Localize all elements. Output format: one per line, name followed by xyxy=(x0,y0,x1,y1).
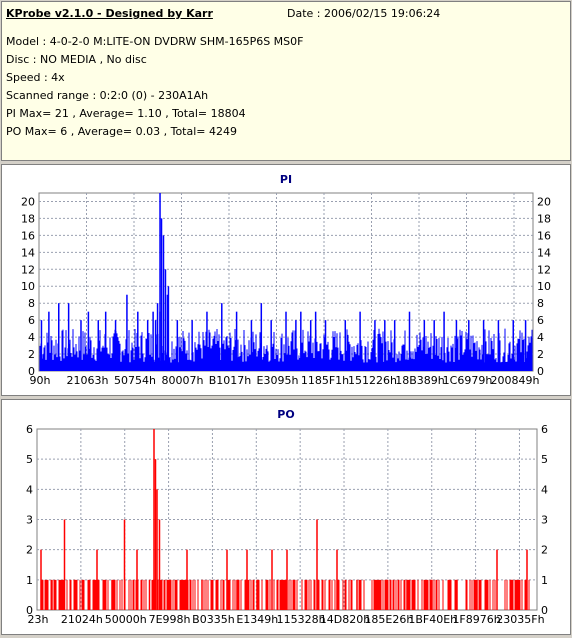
po-ytick-left: 3 xyxy=(26,514,33,527)
pi-ytick-right: 0 xyxy=(537,365,544,378)
po-xtick-label: 185E26h xyxy=(364,613,413,626)
model-line: Model : 4-0-2-0 M:LITE-ON DVDRW SHM-165P… xyxy=(6,35,304,48)
pi-bars xyxy=(39,193,533,371)
po-ytick-right: 4 xyxy=(541,483,548,496)
disc-line: Disc : NO MEDIA , No disc xyxy=(6,53,147,66)
pi-ytick-left: 16 xyxy=(21,229,35,242)
scanned-range-line: Scanned range : 0:2:0 (0) - 230A1Ah xyxy=(6,89,209,102)
po-ytick-left: 1 xyxy=(26,574,33,587)
po-ytick-left: 2 xyxy=(26,544,33,557)
pi-ytick-left: 18 xyxy=(21,212,35,225)
pi-ytick-left: 12 xyxy=(21,263,35,276)
po-ytick-right: 5 xyxy=(541,453,548,466)
app-title: KProbe v2.1.0 - Designed by Karr xyxy=(6,7,213,20)
pi-ytick-right: 8 xyxy=(537,297,544,310)
po-xtick-label: 115328h xyxy=(277,613,326,626)
pi-summary-line: PI Max= 21 , Average= 1.10 , Total= 1880… xyxy=(6,107,246,120)
pi-ytick-left: 6 xyxy=(28,314,35,327)
pi-ytick-left: 20 xyxy=(21,195,35,208)
po-summary-line: PO Max= 6 , Average= 0.03 , Total= 4249 xyxy=(6,125,237,138)
po-chart-panel: PO 0 0 1 1 2 2 3 3 4 4 5 5 6 6 23h 21024h 50000h 7E998h B03… xyxy=(1,399,571,635)
pi-ytick-left: 8 xyxy=(28,297,35,310)
info-panel: KProbe v2.1.0 - Designed by Karr Date : … xyxy=(1,1,571,161)
speed-line: Speed : 4x xyxy=(6,71,65,84)
pi-xtick-label: 1185F1h xyxy=(301,374,349,387)
pi-ytick-right: 20 xyxy=(537,195,551,208)
pi-ytick-left: 10 xyxy=(21,280,35,293)
po-xtick-label: 23h xyxy=(28,613,49,626)
pi-ytick-right: 10 xyxy=(537,280,551,293)
pi-ytick-right: 4 xyxy=(537,331,544,344)
pi-ytick-left: 2 xyxy=(28,348,35,361)
po-ytick-right: 0 xyxy=(541,604,548,617)
pi-xtick-label: 1C6979h xyxy=(443,374,493,387)
po-ytick-right: 6 xyxy=(541,423,548,436)
pi-ytick-left: 4 xyxy=(28,331,35,344)
pi-xtick-label: 200849h xyxy=(491,374,540,387)
po-ytick-right: 1 xyxy=(541,574,548,587)
pi-ytick-right: 12 xyxy=(537,263,551,276)
pi-ytick-right: 2 xyxy=(537,348,544,361)
po-xtick-label: 50000h xyxy=(105,613,147,626)
pi-xtick-label: B1017h xyxy=(209,374,252,387)
po-chart: PO 0 0 1 1 2 2 3 3 4 4 5 5 6 6 23h 21024h 50000h 7E998h B03… xyxy=(26,408,548,626)
pi-chart: PI 0 0 2 2 4 4 6 6 8 8 10 10 12 12 14 14 16 16 18 18 20 20 90h 2… xyxy=(21,173,551,387)
po-xtick-label: B0335h xyxy=(192,613,235,626)
pi-ytick-right: 14 xyxy=(537,246,551,259)
po-ytick-left: 6 xyxy=(26,423,33,436)
po-ytick-right: 2 xyxy=(541,544,548,557)
pi-ytick-right: 16 xyxy=(537,229,551,242)
scan-date: Date : 2006/02/15 19:06:24 xyxy=(287,7,441,20)
pi-xtick-label: 90h xyxy=(30,374,51,387)
pi-title: PI xyxy=(280,173,292,186)
pi-chart-panel: PI 0 0 2 2 4 4 6 6 8 8 10 10 12 12 14 14 16 16 18 18 20 20 90h 2… xyxy=(1,164,571,396)
pi-ytick-left: 0 xyxy=(28,365,35,378)
pi-ytick-right: 18 xyxy=(537,212,551,225)
po-ytick-left: 0 xyxy=(26,604,33,617)
po-xtick-label: 1F8976h xyxy=(452,613,500,626)
pi-xtick-label: 151226h xyxy=(348,374,397,387)
po-xtick-label: 7E998h xyxy=(149,613,191,626)
po-title: PO xyxy=(277,408,294,421)
po-xtick-label: 14D820h xyxy=(320,613,370,626)
po-ytick-right: 3 xyxy=(541,514,548,527)
pi-ytick-right: 6 xyxy=(537,314,544,327)
po-bars xyxy=(40,429,530,610)
po-xtick-label: 1BF40Eh xyxy=(408,613,457,626)
pi-xtick-label: 18B389h xyxy=(395,374,445,387)
po-ytick-left: 5 xyxy=(26,453,33,466)
pi-ytick-left: 14 xyxy=(21,246,35,259)
po-ytick-left: 4 xyxy=(26,483,33,496)
pi-xtick-label: E3095h xyxy=(257,374,299,387)
po-xtick-label: 21024h xyxy=(61,613,103,626)
pi-xtick-label: 80007h xyxy=(162,374,204,387)
pi-xtick-label: 21063h xyxy=(67,374,109,387)
pi-xtick-label: 50754h xyxy=(114,374,156,387)
po-xtick-label: 23035Fh xyxy=(496,613,544,626)
po-xtick-label: E1349h xyxy=(236,613,278,626)
